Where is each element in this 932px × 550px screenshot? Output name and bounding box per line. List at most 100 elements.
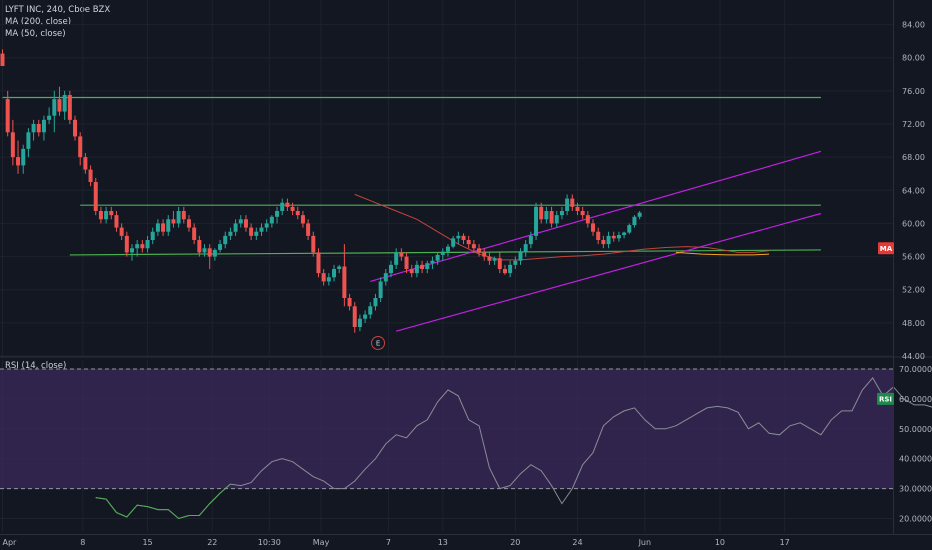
candle (451, 235, 456, 249)
candle (311, 231, 316, 257)
candle-body (249, 227, 254, 236)
rsi-tick-label: 70.0000 (899, 365, 932, 374)
candle (523, 240, 528, 257)
candle-body (430, 260, 435, 264)
rsi-legend[interactable]: RSI (14, close) (5, 361, 67, 371)
candle-body (378, 281, 383, 298)
candle-body (601, 240, 606, 245)
horizontal-level-line[interactable] (69, 249, 821, 256)
candle (135, 240, 140, 257)
candle (78, 132, 83, 166)
candle-body (321, 273, 326, 282)
candle (285, 198, 290, 211)
candle (238, 215, 243, 228)
candle-body (518, 252, 523, 261)
candle (383, 269, 388, 286)
candle (41, 115, 46, 141)
candle (124, 231, 129, 257)
rsi-line (95, 377, 932, 520)
channel-line[interactable] (396, 212, 822, 332)
time-tick-label: May (313, 538, 330, 547)
candle-body (611, 235, 616, 239)
candle-body (0, 53, 5, 66)
ascending-channel[interactable] (370, 150, 822, 332)
candle-body (632, 216, 637, 226)
rsi-axis[interactable]: 20.0000 30.0000 40.0000 50.0000 60.0000 70.00… (899, 365, 932, 524)
candle-body (52, 99, 57, 116)
candle-body (316, 252, 321, 274)
candle-body (166, 219, 171, 232)
candle (140, 240, 145, 253)
candle-body (285, 202, 290, 207)
candle-body (306, 223, 311, 236)
candle-body (591, 223, 596, 232)
candle (477, 244, 482, 257)
candle (145, 235, 150, 253)
rsi-oversold-segment (95, 483, 231, 520)
candle (471, 240, 476, 253)
price-tick-label: 72.00 (902, 120, 925, 129)
chart-symbol-title[interactable]: LYFT INC, 240, Cboe BZX (5, 5, 111, 15)
candle (155, 219, 160, 236)
candle (337, 264, 342, 274)
ma50-legend[interactable]: MA (50, close) (5, 29, 66, 39)
price-tick-label: 60.00 (902, 219, 925, 228)
candle (275, 206, 280, 224)
earnings-marker[interactable]: E (371, 336, 386, 350)
rsi-tick-label: 30.0000 (899, 485, 932, 494)
candle-body (171, 219, 176, 224)
time-tick-label: 10:30 (258, 538, 281, 547)
ma50-line (354, 193, 770, 261)
candle-body (451, 238, 456, 247)
candle-body (78, 136, 83, 158)
candle-body (352, 306, 357, 327)
candle-body (477, 248, 482, 253)
candle-body (575, 206, 580, 211)
earnings-circle[interactable] (371, 336, 386, 350)
candle (332, 264, 337, 282)
candle-body (155, 223, 160, 232)
candle-body (311, 235, 316, 253)
candle (83, 153, 88, 174)
candle (67, 90, 72, 124)
candle-body (269, 216, 274, 224)
candle (300, 211, 305, 228)
candle-body (585, 215, 590, 224)
time-axis[interactable]: Apr 8 15 22 10:30 May 7 13 20 24 Jun 10 17 (3, 538, 790, 547)
moving-averages (354, 193, 770, 261)
candle-body (389, 264, 393, 274)
price-axis[interactable]: 44.00 48.00 52.00 56.00 60.00 64.00 68.00 72.00… (902, 21, 925, 361)
candle-body (383, 273, 388, 282)
candle (166, 215, 171, 236)
candle-body (627, 225, 632, 233)
candle (632, 215, 637, 228)
candle-body (93, 182, 98, 211)
candle (130, 244, 134, 261)
candle (197, 235, 202, 257)
candle-body (570, 198, 575, 207)
support-resistance-lines[interactable] (2, 96, 821, 256)
candle-body (290, 206, 295, 211)
candle (580, 206, 585, 220)
candle-body (554, 215, 559, 224)
candle-body (445, 246, 450, 252)
rsi-badge-label: RSI (879, 395, 892, 403)
candle-body (435, 254, 440, 261)
candle-body (513, 260, 518, 265)
candle (259, 223, 264, 236)
candle-body (5, 99, 10, 133)
candle (280, 198, 285, 216)
candle-body (368, 306, 373, 315)
candle (176, 206, 181, 228)
channel-line[interactable] (370, 150, 822, 283)
candle (575, 202, 580, 216)
price-tick-label: 52.00 (902, 286, 925, 295)
candle-body (394, 252, 399, 265)
candle-body (238, 219, 243, 224)
candle (461, 233, 466, 245)
ma200-legend[interactable]: MA (200, close) (5, 17, 72, 27)
price-tick-label: 76.00 (902, 87, 925, 96)
candle-body (176, 211, 181, 224)
candle (21, 144, 26, 174)
